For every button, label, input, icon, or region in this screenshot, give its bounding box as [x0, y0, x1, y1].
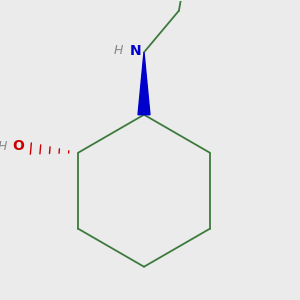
Text: O: O: [13, 140, 25, 153]
Text: N: N: [130, 44, 141, 58]
Polygon shape: [138, 52, 150, 115]
Text: H: H: [0, 140, 7, 153]
Text: H: H: [113, 44, 123, 57]
